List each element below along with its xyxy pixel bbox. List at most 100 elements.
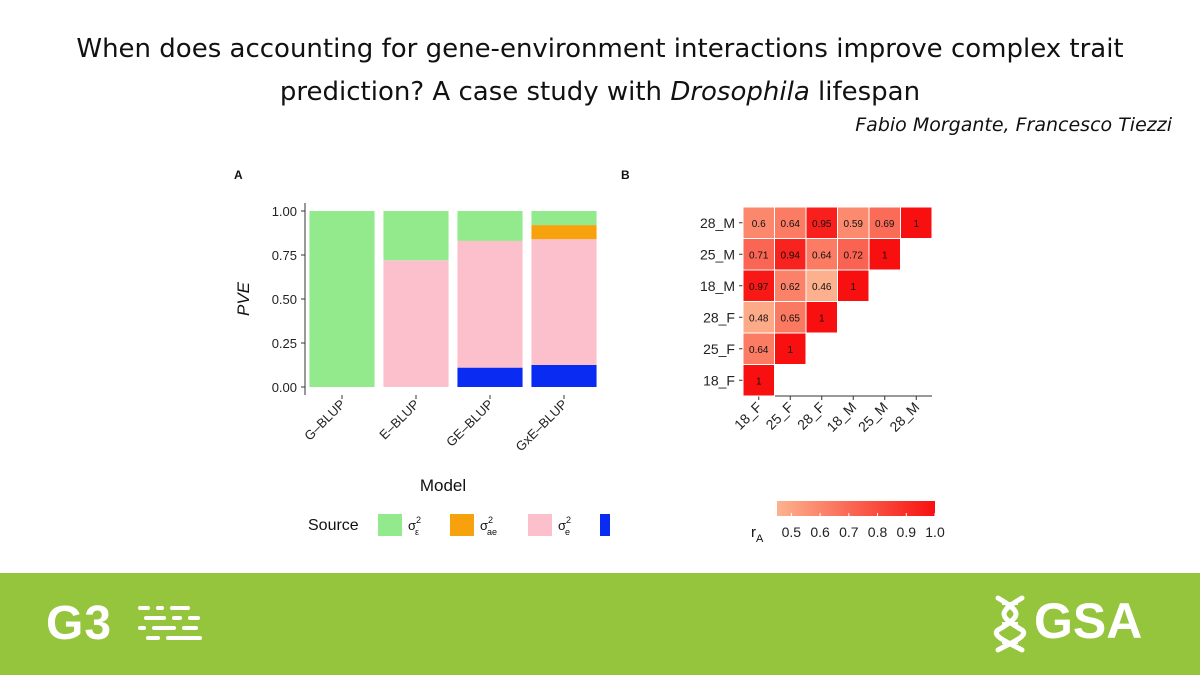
legend-swatch — [600, 514, 610, 536]
heatmap-cell-value: 1 — [819, 313, 825, 324]
heatmap-cell-value: 1 — [756, 376, 762, 387]
heatmap-cell-value: 0.65 — [781, 313, 801, 324]
legend-subscript: ε — [415, 527, 419, 537]
x-tick-label: GE–BLUP — [443, 397, 496, 450]
bar-segment — [531, 365, 597, 387]
heatmap-y-label: 25_M — [700, 246, 735, 262]
title-line-2-start: prediction? A case study with — [279, 77, 671, 107]
colorbar-tick-label: 0.7 — [839, 524, 859, 540]
colorbar-title-sub: A — [756, 533, 764, 545]
bar-segment — [457, 367, 523, 387]
title-line-1: When does accounting for gene-environmen… — [76, 34, 1124, 64]
heatmap-cell-value: 0.48 — [749, 313, 769, 324]
legend-superscript: 2 — [488, 515, 493, 525]
heatmap-x-label: 18_M — [823, 399, 859, 435]
heatmap-cell — [742, 269, 775, 302]
heatmap-cell — [774, 332, 807, 365]
heatmap-cell-value: 0.95 — [812, 219, 832, 230]
heatmap-cell-value: 0.46 — [812, 282, 832, 293]
panel-b-label: B — [621, 168, 630, 182]
legend-subscript: e — [565, 527, 570, 537]
heatmap-cell — [742, 332, 775, 365]
y-tick-label: 0.50 — [272, 292, 297, 307]
colorbar-title-main: r — [751, 524, 756, 541]
title-line-2-end: lifespan — [809, 77, 921, 107]
legend-swatch — [450, 514, 474, 536]
heatmap-cell-value: 0.64 — [781, 219, 801, 230]
colorbar-tick-label: 1.0 — [925, 524, 945, 540]
panel-a-label: A — [234, 168, 243, 182]
colorbar — [777, 501, 935, 516]
heatmap-cell — [805, 269, 838, 302]
legend-swatch — [528, 514, 552, 536]
bar-segment — [383, 211, 449, 261]
heatmap-cell — [805, 301, 838, 334]
bar-segment — [457, 240, 523, 368]
y-axis-title: PVE — [234, 281, 253, 316]
heatmap-cell-value: 0.72 — [844, 250, 864, 261]
heatmap-cell-value: 0.71 — [749, 250, 769, 261]
x-tick-label: E–BLUP — [376, 397, 422, 443]
title-line-2: prediction? A case study with Drosophila… — [0, 71, 1200, 114]
legend-title: Source — [308, 517, 359, 534]
legend-label: σ2 e — [558, 515, 571, 537]
heatmap-cell-value: 0.64 — [749, 345, 769, 356]
heatmap-cell — [774, 301, 807, 334]
heatmap-y-label: 18_F — [703, 372, 735, 388]
heatmap-cell-value: 0.59 — [844, 219, 864, 230]
heatmap-cell-value: 0.64 — [812, 250, 832, 261]
heatmap-cell — [742, 301, 775, 334]
heatmap-cell-value: 1 — [913, 219, 919, 230]
bar-segment — [383, 260, 449, 387]
heatmap-y-label: 18_M — [700, 278, 735, 294]
heatmap-cell — [837, 206, 870, 239]
x-tick-label: GxE–BLUP — [513, 397, 571, 455]
authors: Fabio Morgante, Francesco Tiezzi — [855, 114, 1172, 136]
legend-swatch — [378, 514, 402, 536]
heatmap-cell-value: 0.69 — [875, 219, 895, 230]
dna-helix-icon — [993, 595, 1027, 653]
legend-symbol: σ — [480, 518, 488, 533]
heatmap-cell-value: 1 — [787, 345, 793, 356]
bar-segment — [531, 225, 597, 240]
heatmap-x-label: 28_F — [794, 399, 828, 433]
heatmap-x-label: 28_M — [886, 399, 922, 435]
x-tick-label: G–BLUP — [301, 397, 348, 444]
legend-label: σ2 ae — [480, 515, 497, 537]
footer-band — [0, 573, 1200, 675]
colorbar-title: rA — [751, 524, 764, 545]
bar-segment — [531, 211, 597, 226]
bar-segment — [531, 239, 597, 365]
legend-label: σ2 ε — [408, 515, 421, 537]
colorbar-tick-label: 0.9 — [897, 524, 917, 540]
heatmap-cell — [774, 238, 807, 271]
genetic-correlation-heatmap: 18_F18_F25_F25_F28_F28_F18_M18_M25_M25_M… — [700, 206, 945, 545]
legend-symbol: σ — [558, 518, 566, 533]
heatmap-cell-value: 0.94 — [781, 250, 801, 261]
heatmap-cell — [774, 206, 807, 239]
x-axis-title: Model — [420, 476, 466, 495]
pve-stacked-bar-chart: 0.00 0.25 0.50 0.75 1.00 PVE G–BLUP E–BLUP GE–BL… — [234, 203, 610, 537]
y-tick-label: 0.75 — [272, 248, 297, 263]
heatmap-cell — [868, 238, 901, 271]
gsa-logo: GSA — [1034, 593, 1143, 649]
heatmap-cell-value: 1 — [850, 282, 856, 293]
heatmap-y-label: 25_F — [703, 341, 735, 357]
legend-superscript: 2 — [566, 515, 571, 525]
bar-segment — [309, 211, 375, 387]
heatmap-cell — [742, 206, 775, 239]
legend-subscript: ae — [487, 527, 497, 537]
heatmap-cell-value: 0.62 — [781, 282, 801, 293]
heatmap-cell-value: 0.6 — [752, 219, 766, 230]
colorbar-tick-label: 0.6 — [810, 524, 830, 540]
figure-title: When does accounting for gene-environmen… — [0, 28, 1200, 114]
y-tick-label: 1.00 — [272, 204, 297, 219]
heatmap-x-label: 25_F — [762, 399, 796, 433]
y-tick-label: 0.25 — [272, 336, 297, 351]
bar-segment — [457, 211, 523, 241]
y-tick-label: 0.00 — [272, 380, 297, 395]
colorbar-tick-label: 0.5 — [782, 524, 802, 540]
legend-symbol: σ — [408, 518, 416, 533]
heatmap-cell — [805, 238, 838, 271]
colorbar-tick-label: 0.8 — [868, 524, 888, 540]
